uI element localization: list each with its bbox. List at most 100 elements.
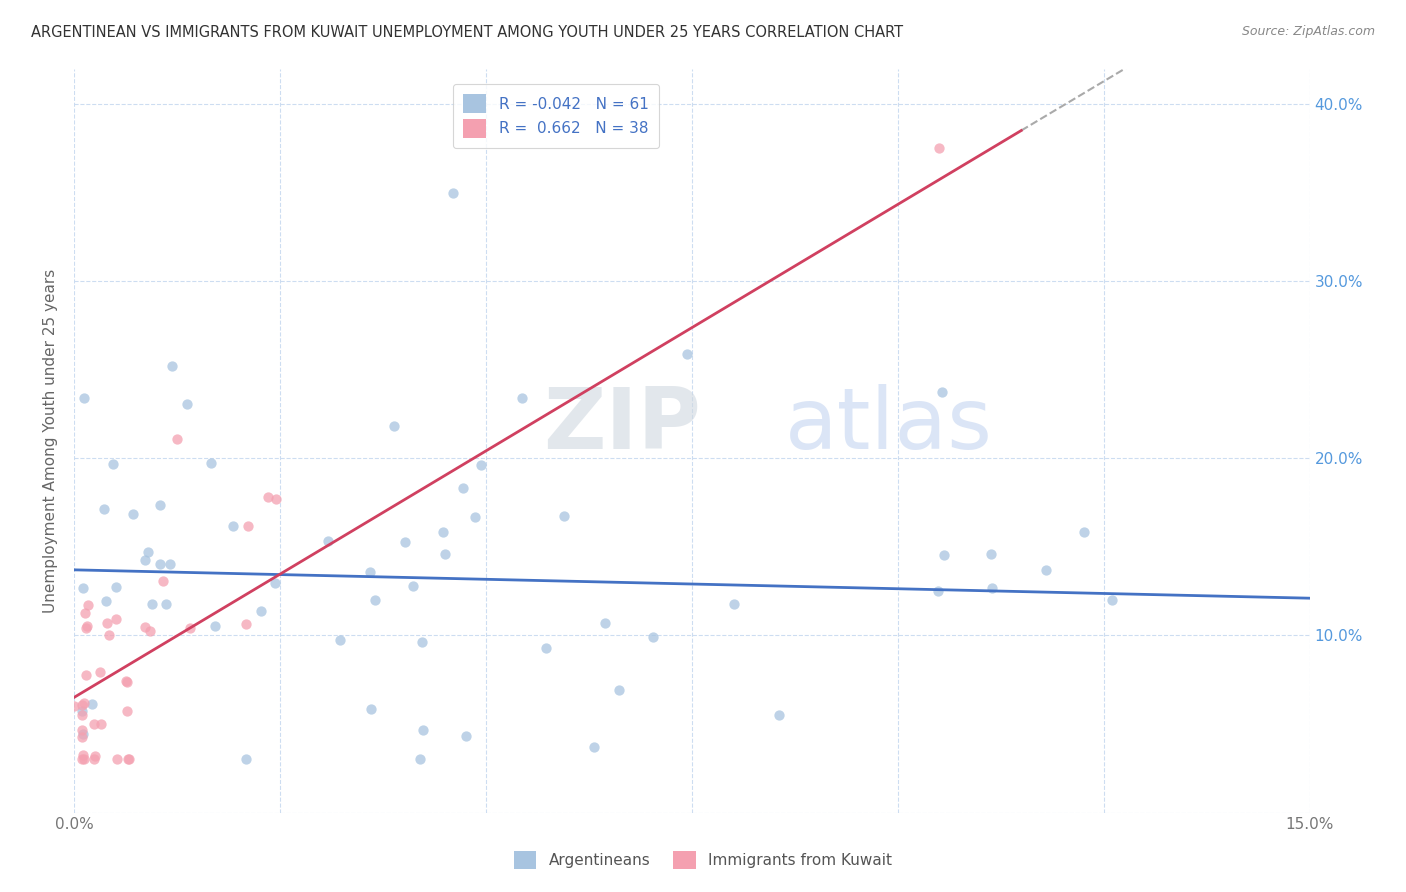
Point [364, 593, 387, 607]
Point [152, 574, 174, 589]
Point [139, 624, 162, 639]
Point [200, 456, 222, 470]
Point [432, 524, 454, 539]
Point [264, 492, 287, 507]
Point [510, 392, 533, 406]
Point [134, 553, 156, 567]
Text: Source: ZipAtlas.com: Source: ZipAtlas.com [1241, 25, 1375, 38]
Point [134, 620, 156, 634]
Point [75, 621, 97, 635]
Point [98, 628, 121, 642]
Point [73, 606, 96, 620]
Point [105, 580, 128, 594]
Point [166, 432, 188, 446]
Point [454, 729, 477, 743]
Point [90, 716, 112, 731]
Point [179, 621, 201, 635]
Point [72, 726, 94, 740]
Point [105, 752, 128, 766]
Point [101, 457, 124, 471]
Point [675, 347, 697, 361]
Point [931, 384, 953, 399]
Point [162, 359, 184, 374]
Point [235, 752, 257, 766]
Point [470, 458, 492, 473]
Point [63, 699, 86, 714]
Point [927, 583, 949, 598]
Point [768, 708, 790, 723]
Point [411, 635, 433, 649]
Point [981, 581, 1004, 595]
Point [72, 752, 94, 766]
Point [928, 141, 950, 155]
Point [553, 508, 575, 523]
Point [104, 612, 127, 626]
Point [235, 616, 257, 631]
Legend: Argentineans, Immigrants from Kuwait: Argentineans, Immigrants from Kuwait [508, 845, 898, 875]
Point [359, 565, 381, 579]
Point [72, 698, 94, 712]
Point [1035, 563, 1057, 577]
Point [534, 640, 557, 655]
Point [76, 598, 98, 612]
Point [222, 518, 245, 533]
Point [408, 752, 430, 766]
Point [641, 631, 664, 645]
Point [84, 749, 107, 764]
Point [80, 697, 103, 711]
Point [723, 598, 745, 612]
Point [1073, 524, 1095, 539]
Point [394, 534, 416, 549]
Point [89, 665, 111, 680]
Point [932, 548, 955, 562]
Point [72, 581, 94, 595]
Point [72, 708, 94, 723]
Point [72, 747, 94, 762]
Text: ZIP: ZIP [544, 384, 702, 467]
Point [75, 668, 97, 682]
Point [607, 682, 630, 697]
Text: atlas: atlas [785, 384, 993, 467]
Point [451, 481, 474, 495]
Point [72, 723, 94, 738]
Point [250, 604, 273, 618]
Point [83, 716, 105, 731]
Point [76, 619, 98, 633]
Point [149, 499, 172, 513]
Point [204, 619, 226, 633]
Point [73, 752, 96, 766]
Text: ARGENTINEAN VS IMMIGRANTS FROM KUWAIT UNEMPLOYMENT AMONG YOUTH UNDER 25 YEARS CO: ARGENTINEAN VS IMMIGRANTS FROM KUWAIT UN… [31, 25, 903, 40]
Point [412, 723, 434, 737]
Point [402, 579, 425, 593]
Point [149, 557, 172, 571]
Point [96, 593, 118, 607]
Y-axis label: Unemployment Among Youth under 25 years: Unemployment Among Youth under 25 years [44, 268, 58, 613]
Point [159, 557, 181, 571]
Point [1101, 593, 1123, 607]
Point [264, 575, 287, 590]
Point [464, 510, 486, 524]
Point [117, 752, 139, 766]
Point [141, 598, 163, 612]
Point [593, 616, 616, 631]
Point [329, 632, 352, 647]
Point [122, 508, 145, 522]
Point [441, 186, 464, 200]
Point [155, 597, 177, 611]
Point [72, 730, 94, 744]
Point [115, 675, 138, 690]
Point [72, 704, 94, 718]
Point [96, 615, 118, 630]
Point [73, 391, 96, 405]
Point [583, 740, 606, 755]
Point [257, 491, 280, 505]
Point [138, 544, 160, 558]
Point [980, 547, 1002, 561]
Point [118, 752, 141, 766]
Point [176, 396, 198, 410]
Point [93, 502, 115, 516]
Point [236, 519, 259, 533]
Point [316, 533, 339, 548]
Point [114, 674, 136, 689]
Point [73, 696, 96, 710]
